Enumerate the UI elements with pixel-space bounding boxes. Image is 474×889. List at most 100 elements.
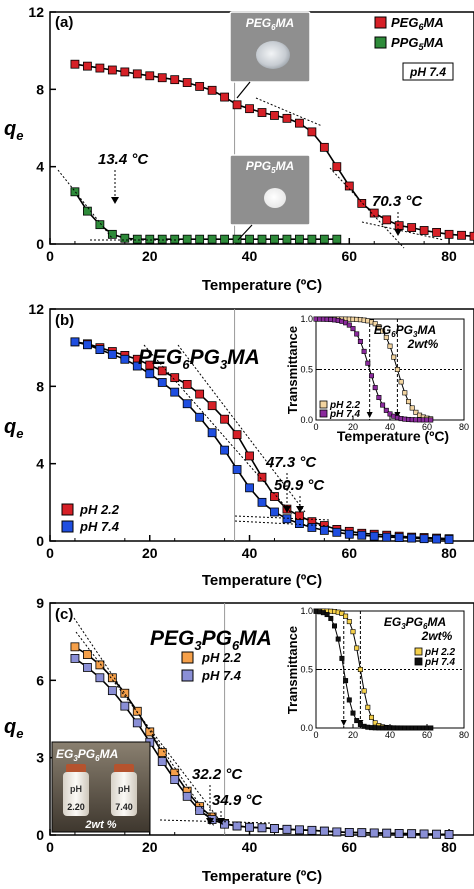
ph-note-box [402,62,454,81]
inset-y-tick-label: 0.0 [300,723,313,733]
data-point [357,530,367,540]
annotation-13-4: 13.4 °C [57,151,180,241]
legend-swatch [374,16,387,29]
data-point [83,340,92,350]
inset-legend-entry: pH 2.2 [329,400,360,411]
legend-entry: PPG5MA [391,35,444,52]
y-axis-label: qe [4,416,23,441]
data-point [282,514,292,524]
data-point [195,234,205,244]
data-point [107,686,117,696]
photo-title: EG3PG6MA [56,747,118,763]
y-tick-label: 12 [28,4,44,20]
inset-data-point [324,612,330,618]
polymer-title: PEG3PG6MA [150,627,272,653]
data-point [107,65,117,75]
data-point [382,828,392,838]
inset-data-point [350,629,356,635]
data-point [319,142,329,152]
inset-ticks: 0 20 40 60 80 0.0 0.5 1.0 [300,314,469,432]
annotation-34-9: 34.9 °C [73,617,271,827]
axis-ticks: 0 20 40 60 80 0 3 6 9 [36,595,457,855]
inset-data-point [365,360,371,366]
data-point [357,828,367,838]
legend-entry: pH 2.2 [79,502,120,517]
data-point [295,234,304,244]
data-point [444,830,454,839]
callout-arrow [236,81,251,99]
data-point [70,59,80,69]
series-markers [70,59,474,244]
inset-data-point [357,338,363,344]
panel-c: 0 20 40 60 80 0 3 6 9 (c) qe Temperature (ºC) PE… [4,595,474,885]
data-point [432,829,441,839]
inset-data-point [372,321,378,327]
data-point [170,373,180,383]
inset-legend: pH 2.2 pH 7.4 [319,400,360,420]
data-point [257,108,267,117]
data-point [319,826,329,836]
data-point [357,198,367,208]
panel-b: 0 20 40 60 80 0 4 8 12 (b) qe Temperature (ºC) P… [4,301,474,589]
x-tick-label: 60 [342,545,358,561]
data-point [282,824,292,834]
legend-swatch [181,651,194,664]
x-tick-label: 20 [142,545,158,561]
inset-data-point [346,322,352,328]
inset-y-tick-label: 0.5 [300,665,313,675]
data-point [120,233,130,243]
transition-temp-label: 32.2 °C [192,766,243,783]
x-tick-label: 80 [441,839,457,855]
data-point [107,350,117,359]
data-point [83,206,92,216]
data-point [120,67,130,77]
photo-caption: 2wt % [84,819,116,831]
x-tick-label: 40 [242,545,258,561]
data-point [182,791,192,801]
data-point [457,230,466,240]
inset-data-point [354,331,360,337]
inset-data-point [365,704,371,710]
legend-entry: pH 7.4 [79,519,120,534]
inset-data-point [361,688,367,694]
inset-subtitle: 2wt% [421,629,453,643]
vial-photo: EG3PG6MA pH 2.20 pH 7.40 2wt % [51,741,151,833]
y-tick-label: 3 [36,750,44,766]
data-point [270,234,279,244]
data-point [207,428,217,438]
data-point [157,73,167,83]
annotation-50-9: 50.9 °C [143,344,331,527]
data-point [344,181,354,191]
data-point [382,215,392,225]
data-point [195,82,205,91]
data-point [70,337,80,347]
data-point [157,748,167,757]
photo-peg6ma: PEG6MA [229,11,311,99]
inset-legend-entry: pH 7.4 [424,657,455,668]
data-point [220,414,229,424]
vial: pH 2.20 [63,764,89,816]
y-axis-label: qe [4,716,23,741]
inset-data-point [350,326,356,332]
data-point [170,387,180,397]
inset-data-point [354,645,360,651]
inset-data-point [372,720,378,726]
y-tick-label: 0 [36,236,44,252]
inset-data-point [339,610,345,616]
legend-entry: PEG6MA [391,15,444,32]
y-axis-label: qe [4,118,23,143]
inset-data-point [428,417,434,423]
photo-label: PEG6MA [246,16,294,32]
x-axis-label: Temperature (ºC) [202,868,322,885]
data-point [394,829,404,838]
photo-ppg5ma: PPG5MA [229,154,311,241]
data-point [120,354,130,364]
inset-y-tick-label: 1.0 [300,314,313,324]
data-point [245,483,254,493]
vial-ph-label: pH [70,784,82,794]
data-point [83,61,92,71]
inset-legend-entry: pH 7.4 [329,409,360,420]
data-point [245,234,254,244]
data-point [344,828,354,837]
transition-temp-label: 47.3 °C [265,454,317,471]
